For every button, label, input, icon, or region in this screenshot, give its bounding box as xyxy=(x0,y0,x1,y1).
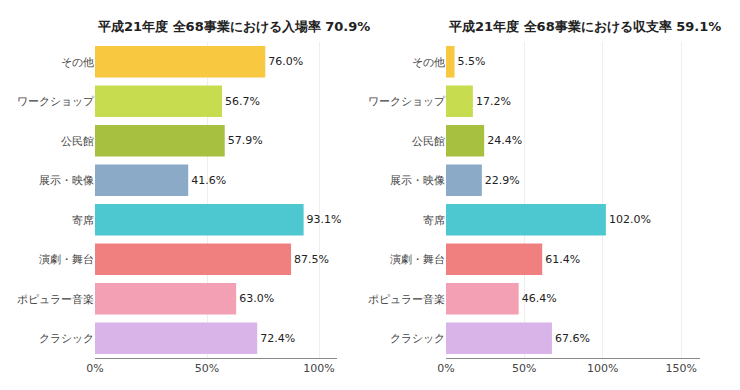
svg-text:0%: 0% xyxy=(437,362,454,375)
svg-text:56.7%: 56.7% xyxy=(225,95,260,108)
svg-text:24.4%: 24.4% xyxy=(487,134,522,147)
svg-text:93.1%: 93.1% xyxy=(307,213,342,226)
svg-text:公民館: 公民館 xyxy=(412,135,445,148)
svg-text:41.6%: 41.6% xyxy=(191,174,226,187)
svg-text:57.9%: 57.9% xyxy=(228,134,263,147)
svg-text:寄席: 寄席 xyxy=(72,214,94,227)
svg-text:63.0%: 63.0% xyxy=(239,292,274,305)
svg-text:5.5%: 5.5% xyxy=(458,55,486,68)
svg-text:展示・映像: 展示・映像 xyxy=(390,174,445,187)
svg-text:102.0%: 102.0% xyxy=(609,213,651,226)
svg-text:76.0%: 76.0% xyxy=(268,55,303,68)
svg-text:演劇・舞台: 演劇・舞台 xyxy=(390,253,445,266)
svg-text:61.4%: 61.4% xyxy=(545,253,580,266)
svg-text:演劇・舞台: 演劇・舞台 xyxy=(39,253,94,266)
svg-text:その他: その他 xyxy=(61,56,94,69)
svg-text:その他: その他 xyxy=(412,56,445,69)
svg-text:72.4%: 72.4% xyxy=(260,332,295,345)
svg-text:22.9%: 22.9% xyxy=(485,174,520,187)
svg-text:ポピュラー音楽: ポピュラー音楽 xyxy=(17,293,94,306)
svg-text:17.2%: 17.2% xyxy=(476,95,511,108)
svg-text:寄席: 寄席 xyxy=(423,214,445,227)
svg-text:公民館: 公民館 xyxy=(61,135,94,148)
svg-text:100%: 100% xyxy=(587,362,618,375)
svg-text:50%: 50% xyxy=(195,362,219,375)
svg-text:ワークショップ: ワークショップ xyxy=(17,95,95,108)
svg-text:0%: 0% xyxy=(86,362,103,375)
svg-text:100%: 100% xyxy=(303,362,334,375)
svg-text:46.4%: 46.4% xyxy=(522,292,557,305)
svg-text:クラシック: クラシック xyxy=(390,332,445,345)
svg-text:展示・映像: 展示・映像 xyxy=(39,174,94,187)
svg-text:ワークショップ: ワークショップ xyxy=(368,95,446,108)
svg-text:クラシック: クラシック xyxy=(39,332,94,345)
svg-text:50%: 50% xyxy=(512,362,536,375)
svg-text:87.5%: 87.5% xyxy=(294,253,329,266)
svg-text:67.6%: 67.6% xyxy=(555,332,590,345)
svg-text:平成21年度 全68事業における入場率 70.9%: 平成21年度 全68事業における入場率 70.9% xyxy=(97,19,370,34)
svg-text:ポピュラー音楽: ポピュラー音楽 xyxy=(368,293,445,306)
svg-text:平成21年度 全68事業における収支率 59.1%: 平成21年度 全68事業における収支率 59.1% xyxy=(448,19,721,34)
svg-text:150%: 150% xyxy=(665,362,696,375)
